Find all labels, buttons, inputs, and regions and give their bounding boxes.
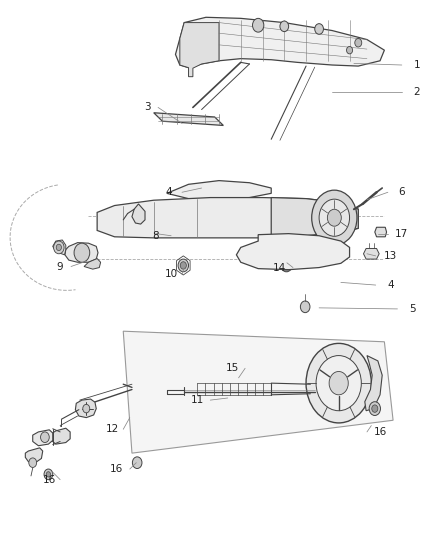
Circle shape (74, 243, 90, 262)
Polygon shape (365, 356, 382, 411)
Circle shape (316, 356, 361, 411)
Text: 9: 9 (57, 262, 64, 271)
Polygon shape (176, 17, 385, 68)
Circle shape (83, 405, 90, 413)
Polygon shape (154, 113, 223, 125)
Polygon shape (75, 399, 96, 418)
Text: 6: 6 (399, 187, 405, 197)
Polygon shape (167, 181, 271, 200)
Circle shape (56, 244, 61, 251)
Text: 16: 16 (110, 464, 124, 474)
Polygon shape (97, 198, 358, 238)
Text: 15: 15 (226, 364, 239, 373)
Polygon shape (65, 243, 98, 262)
Text: 14: 14 (273, 263, 286, 272)
Circle shape (41, 432, 49, 442)
Circle shape (280, 257, 293, 272)
Polygon shape (237, 233, 350, 270)
Text: 3: 3 (144, 102, 151, 112)
Circle shape (44, 469, 53, 480)
Circle shape (315, 23, 323, 34)
Polygon shape (375, 227, 387, 237)
Text: 4: 4 (166, 187, 172, 197)
Circle shape (312, 190, 357, 245)
Circle shape (53, 241, 64, 254)
Polygon shape (271, 198, 358, 238)
Polygon shape (84, 259, 101, 269)
Text: 17: 17 (395, 229, 408, 239)
Polygon shape (180, 22, 219, 77)
Circle shape (46, 472, 50, 477)
Polygon shape (364, 248, 379, 259)
Circle shape (132, 457, 142, 469)
Polygon shape (50, 428, 70, 444)
Circle shape (180, 262, 186, 269)
Text: 16: 16 (42, 475, 56, 484)
Circle shape (319, 199, 350, 236)
Circle shape (253, 18, 264, 32)
Circle shape (346, 46, 353, 54)
Text: 2: 2 (414, 86, 420, 96)
Text: 4: 4 (388, 280, 394, 290)
Circle shape (29, 458, 37, 467)
Circle shape (355, 38, 362, 47)
Circle shape (300, 301, 310, 313)
Polygon shape (33, 430, 53, 446)
Text: 16: 16 (374, 427, 387, 437)
Text: 12: 12 (106, 424, 119, 434)
Polygon shape (53, 240, 66, 255)
Polygon shape (123, 331, 393, 453)
Circle shape (369, 402, 381, 416)
Text: 13: 13 (384, 251, 398, 261)
Circle shape (372, 405, 378, 413)
Polygon shape (132, 204, 145, 224)
Text: 1: 1 (414, 60, 420, 70)
Polygon shape (25, 448, 43, 463)
Circle shape (327, 209, 341, 226)
Circle shape (280, 21, 289, 31)
Text: 11: 11 (191, 395, 204, 405)
Circle shape (306, 343, 371, 423)
Text: 5: 5 (410, 304, 416, 314)
Text: 10: 10 (165, 270, 178, 279)
Circle shape (178, 259, 188, 272)
Text: 8: 8 (152, 231, 159, 241)
Circle shape (329, 372, 348, 395)
